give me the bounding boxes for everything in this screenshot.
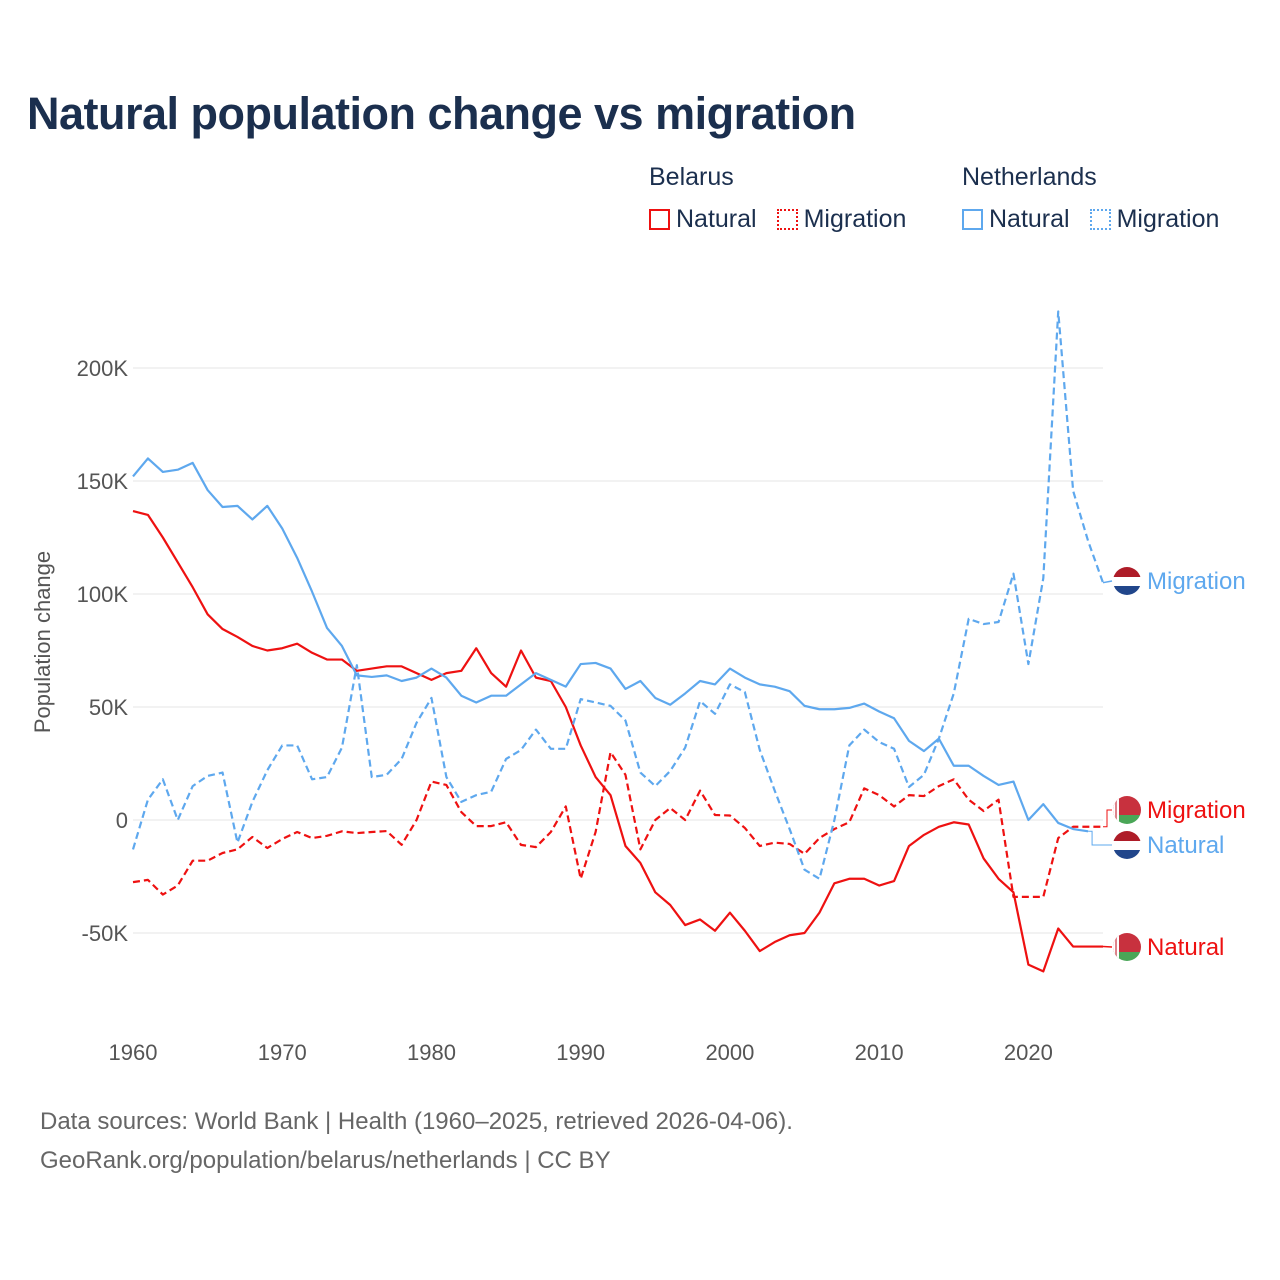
- dotted-swatch-icon: [1089, 209, 1111, 230]
- y-tick-label: 150K: [77, 469, 129, 494]
- series-end-label: Natural: [1147, 832, 1224, 859]
- flag-red: [1113, 796, 1141, 815]
- flag-blue: [1113, 586, 1141, 595]
- belarus-flag-icon: [1113, 796, 1141, 824]
- legend-label: Natural: [989, 205, 1070, 233]
- flag-white: [1113, 577, 1141, 586]
- legend-item-netherlands-migration[interactable]: Migration: [1089, 205, 1220, 234]
- flag-green: [1113, 952, 1141, 961]
- y-tick-label: -50K: [82, 921, 129, 946]
- x-tick-label: 2010: [855, 1040, 904, 1065]
- end-label-netherlands-migration: Migration: [1102, 567, 1246, 595]
- legend-label: Natural: [676, 205, 757, 233]
- legend-group-belarus: Belarus: [649, 163, 734, 191]
- label-connector: [1088, 830, 1112, 846]
- y-tick-label: 100K: [77, 582, 129, 607]
- flag-red: [1113, 831, 1141, 841]
- series-line-netherlands-migration: [131, 310, 1105, 880]
- x-tick-label: 1970: [258, 1040, 307, 1065]
- y-tick-label: 0: [116, 808, 128, 833]
- flag-ornament-pattern: [1115, 933, 1117, 961]
- series-end-label: Migration: [1147, 797, 1246, 824]
- y-tick-label: 200K: [77, 356, 129, 381]
- legend-label: Migration: [803, 205, 907, 233]
- y-tick-label: 50K: [89, 695, 128, 720]
- netherlands-flag-icon: [1113, 831, 1141, 859]
- footer-sources: Data sources: World Bank | Health (1960–…: [40, 1108, 793, 1135]
- belarus-flag-icon: [1113, 933, 1141, 961]
- end-label-belarus-migration: Migration: [1103, 796, 1246, 828]
- legend-item-belarus-natural[interactable]: Natural: [649, 205, 757, 234]
- series-line-netherlands-natural: [132, 457, 1089, 833]
- y-axis-label: Population change: [30, 551, 55, 733]
- flag-red: [1113, 567, 1141, 577]
- x-tick-label: 1960: [109, 1040, 158, 1065]
- series-end-label: Natural: [1147, 934, 1224, 961]
- legend-group-netherlands: Netherlands: [962, 163, 1097, 191]
- legend-items-belarus: Natural Migration: [649, 205, 906, 234]
- legend-items-netherlands: Natural Migration: [962, 205, 1219, 234]
- netherlands-flag-icon: [1113, 567, 1141, 595]
- series-end-label: Migration: [1147, 568, 1246, 595]
- series-line-belarus-natural: [132, 509, 1103, 973]
- legend-item-netherlands-natural[interactable]: Natural: [962, 205, 1070, 234]
- legend-label: Migration: [1116, 205, 1220, 233]
- flag-red: [1113, 933, 1141, 952]
- flag-white: [1113, 841, 1141, 850]
- chart-title: Natural population change vs migration: [27, 88, 856, 139]
- x-tick-label: 2020: [1004, 1040, 1053, 1065]
- end-label-belarus-natural: Natural: [1102, 933, 1224, 961]
- x-tick-label: 1990: [556, 1040, 605, 1065]
- label-connector: [1103, 809, 1112, 828]
- x-tick-label: 2000: [705, 1040, 754, 1065]
- end-label-netherlands-natural: Natural: [1088, 830, 1224, 859]
- label-connector: [1102, 580, 1113, 584]
- flag-blue: [1113, 850, 1141, 859]
- solid-swatch-icon: [962, 209, 983, 230]
- legend-item-belarus-migration[interactable]: Migration: [776, 205, 907, 234]
- flag-ornament-pattern: [1115, 796, 1117, 824]
- solid-swatch-icon: [649, 209, 670, 230]
- dotted-swatch-icon: [776, 209, 798, 230]
- x-tick-label: 1980: [407, 1040, 456, 1065]
- footer-link[interactable]: GeoRank.org/population/belarus/netherlan…: [40, 1147, 611, 1174]
- series-line-belarus-migration: [132, 751, 1103, 898]
- flag-green: [1113, 815, 1141, 824]
